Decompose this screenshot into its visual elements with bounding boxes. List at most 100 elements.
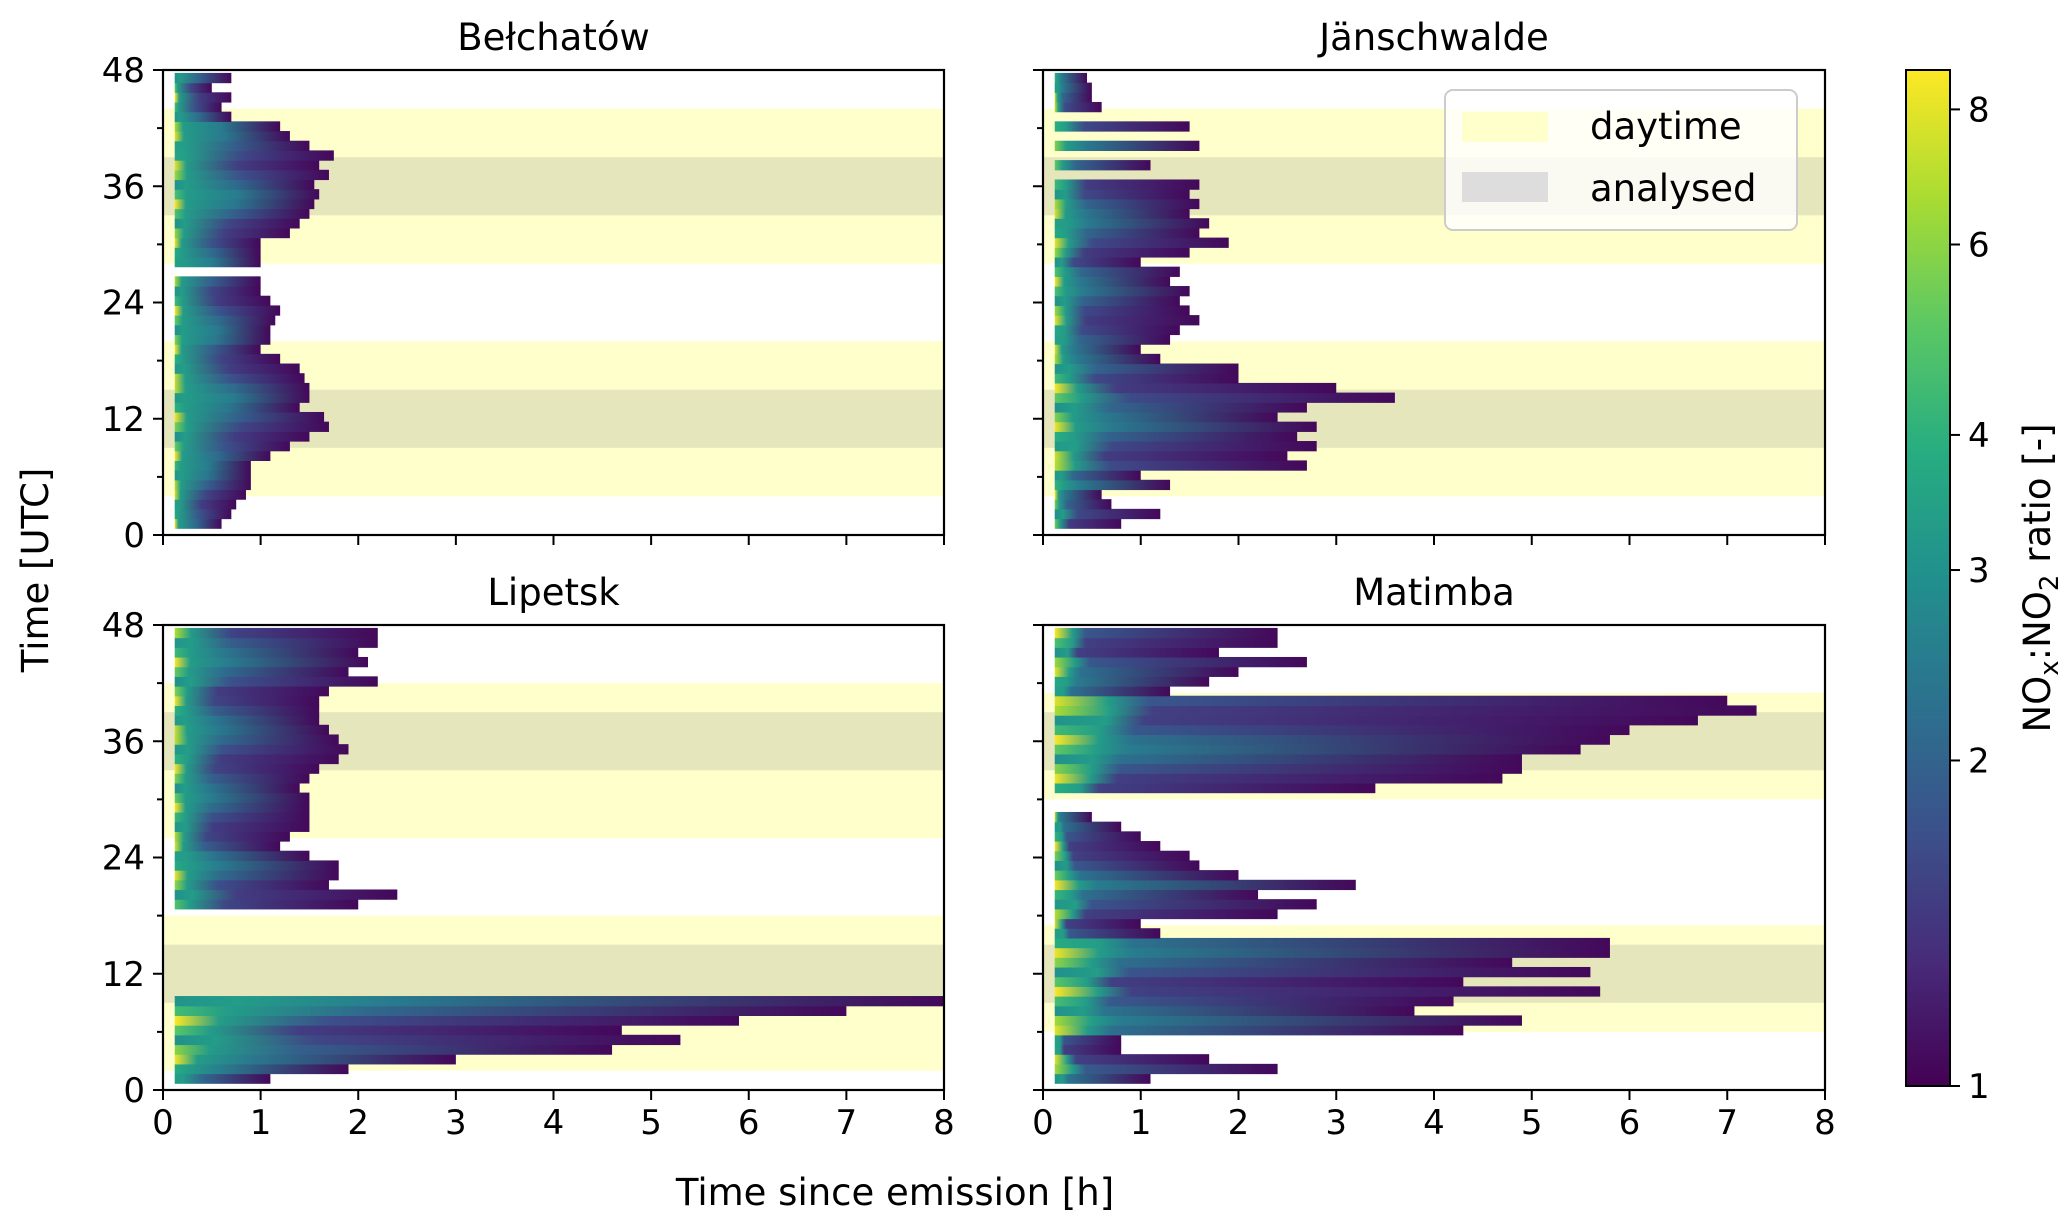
heatmap-row bbox=[174, 715, 320, 726]
heatmap-row bbox=[174, 276, 261, 287]
heatmap-row bbox=[1054, 295, 1180, 307]
heatmap-row bbox=[174, 392, 310, 403]
heatmap-row bbox=[1054, 666, 1239, 677]
heatmap-row bbox=[174, 1044, 613, 1055]
y-tick-label: 12 bbox=[102, 400, 145, 440]
heatmap-row bbox=[1054, 179, 1200, 190]
heatmap-row bbox=[174, 1005, 847, 1017]
colorbar-tick-label: 2 bbox=[1968, 741, 1990, 781]
x-tick-label: 2 bbox=[347, 1103, 369, 1143]
heatmap-row bbox=[174, 382, 310, 394]
heatmap-row bbox=[1054, 1054, 1210, 1065]
heatmap-row bbox=[1054, 402, 1307, 413]
heatmap-row bbox=[1054, 724, 1630, 736]
heatmap-row bbox=[174, 821, 310, 832]
heatmap-row bbox=[1054, 392, 1395, 403]
heatmap-row bbox=[174, 656, 369, 668]
legend-label-daytime: daytime bbox=[1590, 105, 1742, 148]
heatmap-row bbox=[174, 121, 281, 132]
heatmap-row bbox=[174, 72, 232, 84]
heatmap-row bbox=[174, 344, 261, 355]
heatmap-row bbox=[174, 470, 251, 481]
heatmap-row bbox=[1054, 811, 1092, 823]
heatmap-row bbox=[1054, 928, 1161, 939]
y-tick-label: 48 bbox=[102, 51, 145, 91]
heatmap-row bbox=[1054, 976, 1464, 987]
heatmap-row bbox=[174, 160, 320, 171]
colorbar-gradient bbox=[1905, 69, 1951, 1087]
heatmap-row bbox=[1054, 373, 1239, 384]
y-tick-label: 48 bbox=[102, 606, 145, 646]
heatmap-row bbox=[1054, 140, 1200, 152]
heatmap-row bbox=[1054, 870, 1239, 881]
heatmap-row bbox=[1054, 850, 1190, 862]
heatmap-row bbox=[1054, 441, 1317, 452]
heatmap-row bbox=[174, 247, 261, 258]
heatmap-row bbox=[174, 1063, 349, 1075]
x-tick-label: 4 bbox=[1423, 1103, 1445, 1143]
colorbar-tick-label: 6 bbox=[1968, 226, 1990, 266]
heatmap-row bbox=[1054, 189, 1190, 200]
heatmap-row bbox=[174, 734, 339, 745]
y-tick-label: 36 bbox=[102, 722, 145, 762]
heatmap-row bbox=[1054, 256, 1141, 268]
heatmap-row bbox=[1054, 508, 1161, 520]
heatmap-row bbox=[1054, 1073, 1151, 1084]
heatmap-row bbox=[1054, 198, 1200, 210]
heatmap-row bbox=[174, 441, 290, 452]
heatmap-row bbox=[1054, 121, 1190, 132]
plot-area bbox=[1043, 627, 1825, 1084]
heatmap-row bbox=[174, 647, 359, 658]
heatmap-row bbox=[1054, 479, 1171, 491]
analysed-band bbox=[163, 944, 944, 1003]
heatmap-row bbox=[1054, 470, 1141, 481]
heatmap-row bbox=[1054, 899, 1317, 910]
heatmap-row bbox=[1054, 937, 1610, 949]
heatmap-row bbox=[174, 1015, 739, 1026]
legend-swatch-analysed bbox=[1462, 172, 1548, 202]
heatmap-row bbox=[1054, 782, 1376, 794]
legend: daytime analysed bbox=[1444, 89, 1798, 231]
heatmap-row bbox=[1054, 218, 1210, 229]
heatmap-row bbox=[174, 450, 271, 462]
heatmap-row bbox=[1054, 637, 1278, 648]
heatmap-row bbox=[174, 499, 237, 510]
heatmap-row bbox=[1054, 421, 1317, 432]
heatmap-row bbox=[174, 1025, 622, 1036]
heatmap-row bbox=[1054, 353, 1161, 365]
colorbar-tick-label: 8 bbox=[1968, 90, 1990, 130]
heatmap-row bbox=[174, 169, 329, 181]
colorbar-label: NOx:NO2 ratio [-] bbox=[2016, 423, 2065, 732]
heatmap-row bbox=[1054, 363, 1239, 374]
heatmap-row bbox=[1054, 821, 1122, 832]
heatmap-row bbox=[1054, 450, 1288, 462]
x-tick-label: 2 bbox=[1228, 1103, 1250, 1143]
heatmap-row bbox=[1054, 908, 1278, 920]
x-tick-label: 4 bbox=[543, 1103, 565, 1143]
x-tick-label: 0 bbox=[1032, 1103, 1054, 1143]
heatmap-row bbox=[174, 295, 271, 307]
heatmap-row bbox=[174, 705, 320, 716]
heatmap-row bbox=[1054, 753, 1522, 765]
heatmap-row bbox=[174, 489, 246, 500]
heatmap-row bbox=[1054, 1015, 1522, 1026]
heatmap-row bbox=[174, 411, 325, 423]
heatmap-row bbox=[1054, 957, 1513, 968]
heatmap-row bbox=[1054, 763, 1522, 774]
heatmap-row bbox=[1054, 686, 1171, 697]
heatmap-row bbox=[1054, 286, 1190, 297]
x-tick-label: 7 bbox=[1716, 1103, 1738, 1143]
x-axis-label: Time since emission [h] bbox=[675, 1171, 1114, 1214]
x-tick-label: 5 bbox=[1521, 1103, 1543, 1143]
heatmap-row bbox=[1054, 889, 1259, 900]
heatmap-row bbox=[174, 208, 310, 219]
heatmap-row bbox=[174, 421, 329, 432]
x-tick-label: 6 bbox=[1619, 1103, 1641, 1143]
heatmap-row bbox=[174, 1054, 456, 1065]
y-tick-label: 24 bbox=[102, 284, 145, 324]
heatmap-row bbox=[1054, 489, 1102, 500]
heatmap-row bbox=[174, 841, 281, 852]
heatmap-row bbox=[174, 627, 378, 639]
x-tick-label: 5 bbox=[640, 1103, 662, 1143]
